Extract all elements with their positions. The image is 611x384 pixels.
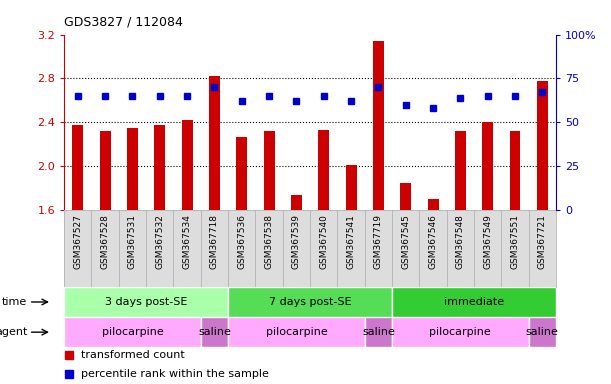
Bar [529,317,556,347]
Bar [400,183,411,210]
Text: GSM367539: GSM367539 [292,214,301,269]
Bar [510,131,521,210]
Bar [392,317,529,347]
Bar [236,137,247,210]
Bar [263,131,274,210]
Text: GSM367531: GSM367531 [128,214,137,269]
Text: 7 days post-SE: 7 days post-SE [269,297,351,307]
Text: pilocarpine: pilocarpine [101,327,163,337]
Text: time: time [2,297,27,307]
Text: GSM367527: GSM367527 [73,214,82,269]
Bar [64,287,228,317]
Text: GSM367540: GSM367540 [319,214,328,269]
Bar [201,317,228,347]
Bar [455,131,466,210]
Bar [392,287,556,317]
Bar [228,317,365,347]
Bar [373,41,384,210]
Bar [100,131,111,210]
Text: GSM367545: GSM367545 [401,214,410,269]
Bar [127,128,138,210]
Text: pilocarpine: pilocarpine [266,327,327,337]
Text: agent: agent [0,327,27,337]
Text: immediate: immediate [444,297,504,307]
Text: 3 days post-SE: 3 days post-SE [105,297,188,307]
Text: GSM367534: GSM367534 [183,214,192,269]
Bar [64,317,201,347]
Bar [537,81,548,210]
Text: GSM367528: GSM367528 [101,214,109,269]
Text: GSM367721: GSM367721 [538,214,547,269]
Bar [181,120,192,210]
Text: GSM367541: GSM367541 [346,214,356,269]
Bar [318,130,329,210]
Text: GSM367538: GSM367538 [265,214,274,269]
Bar [209,76,220,210]
Text: GSM367536: GSM367536 [237,214,246,269]
Text: saline: saline [198,327,231,337]
Bar [365,317,392,347]
Text: percentile rank within the sample: percentile rank within the sample [81,369,269,379]
Bar [72,124,83,210]
Text: GSM367546: GSM367546 [428,214,437,269]
Bar [155,124,165,210]
Text: transformed count: transformed count [81,351,185,361]
Bar [291,195,302,210]
Text: GSM367532: GSM367532 [155,214,164,269]
Text: saline: saline [362,327,395,337]
Text: GSM367718: GSM367718 [210,214,219,269]
Bar [482,122,493,210]
Text: pilocarpine: pilocarpine [430,327,491,337]
Text: GSM367548: GSM367548 [456,214,465,269]
Text: GSM367551: GSM367551 [511,214,519,269]
Bar [346,165,357,210]
Bar [428,199,439,210]
Bar [228,287,392,317]
Text: GSM367549: GSM367549 [483,214,492,269]
Text: saline: saline [526,327,559,337]
Text: GDS3827 / 112084: GDS3827 / 112084 [64,16,183,29]
Text: GSM367719: GSM367719 [374,214,383,269]
